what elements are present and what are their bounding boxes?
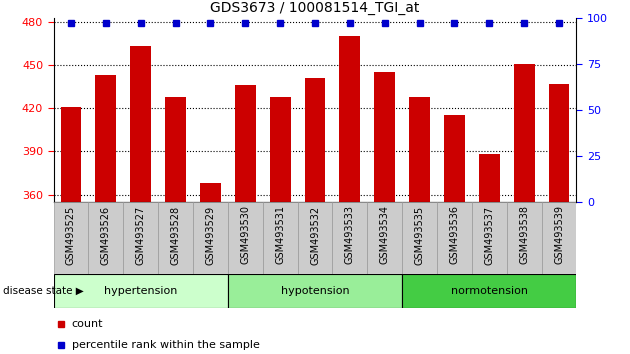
Bar bbox=[263, 202, 297, 274]
Text: normotension: normotension bbox=[451, 286, 528, 296]
Text: GSM493530: GSM493530 bbox=[240, 205, 250, 264]
Bar bbox=[472, 202, 507, 274]
Bar bbox=[228, 274, 402, 308]
Bar bbox=[54, 202, 88, 274]
Text: percentile rank within the sample: percentile rank within the sample bbox=[72, 340, 260, 350]
Text: GSM493526: GSM493526 bbox=[101, 205, 111, 264]
Text: GSM493537: GSM493537 bbox=[484, 205, 495, 264]
Text: GSM493533: GSM493533 bbox=[345, 205, 355, 264]
Text: GSM493525: GSM493525 bbox=[66, 205, 76, 265]
Text: GSM493536: GSM493536 bbox=[449, 205, 459, 264]
Text: disease state ▶: disease state ▶ bbox=[3, 286, 84, 296]
Text: GSM493539: GSM493539 bbox=[554, 205, 564, 264]
Bar bbox=[200, 183, 221, 202]
Bar bbox=[158, 202, 193, 274]
Bar bbox=[54, 274, 228, 308]
Bar bbox=[270, 97, 290, 202]
Bar bbox=[542, 202, 576, 274]
Bar bbox=[479, 154, 500, 202]
Text: hypotension: hypotension bbox=[281, 286, 349, 296]
Bar bbox=[193, 202, 228, 274]
Text: GSM493528: GSM493528 bbox=[171, 205, 181, 264]
Text: hypertension: hypertension bbox=[104, 286, 178, 296]
Title: GDS3673 / 100081514_TGI_at: GDS3673 / 100081514_TGI_at bbox=[210, 1, 420, 15]
Bar bbox=[228, 202, 263, 274]
Bar bbox=[513, 64, 535, 202]
Bar bbox=[507, 202, 542, 274]
Bar bbox=[297, 202, 333, 274]
Text: count: count bbox=[72, 319, 103, 329]
Bar bbox=[235, 85, 256, 202]
Bar bbox=[130, 46, 151, 202]
Text: GSM493535: GSM493535 bbox=[415, 205, 425, 264]
Bar bbox=[402, 274, 576, 308]
Text: GSM493532: GSM493532 bbox=[310, 205, 320, 264]
Bar bbox=[88, 202, 123, 274]
Text: GSM493534: GSM493534 bbox=[380, 205, 390, 264]
Text: GSM493531: GSM493531 bbox=[275, 205, 285, 264]
Bar bbox=[340, 36, 360, 202]
Bar bbox=[402, 202, 437, 274]
Text: GSM493538: GSM493538 bbox=[519, 205, 529, 264]
Bar bbox=[123, 202, 158, 274]
Bar bbox=[304, 78, 326, 202]
Text: GSM493529: GSM493529 bbox=[205, 205, 215, 264]
Bar bbox=[437, 202, 472, 274]
Bar bbox=[549, 84, 570, 202]
Bar bbox=[60, 107, 81, 202]
Bar bbox=[333, 202, 367, 274]
Bar bbox=[367, 202, 402, 274]
Bar bbox=[374, 72, 395, 202]
Text: GSM493527: GSM493527 bbox=[135, 205, 146, 265]
Bar bbox=[95, 75, 117, 202]
Bar bbox=[165, 97, 186, 202]
Bar bbox=[409, 97, 430, 202]
Bar bbox=[444, 115, 465, 202]
